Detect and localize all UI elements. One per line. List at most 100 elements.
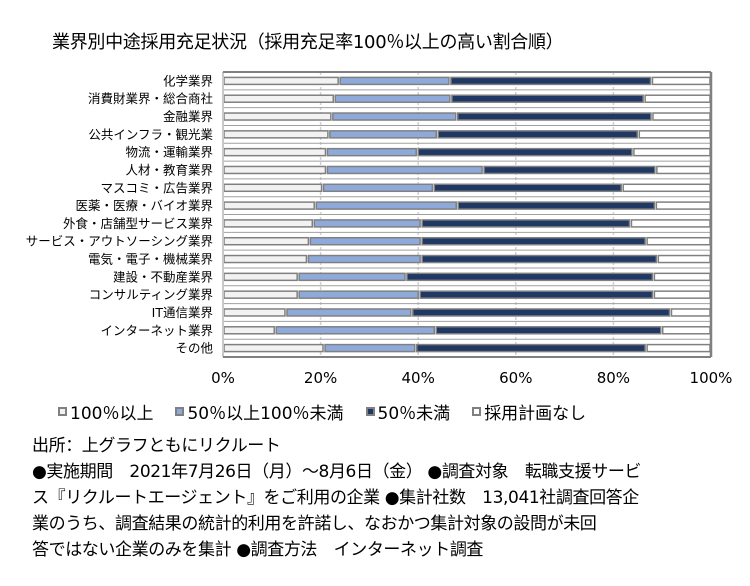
bar-segment-no-plan <box>652 112 711 121</box>
bar-segment-no-plan <box>644 94 711 103</box>
legend-item: 50％未満 <box>365 399 451 424</box>
bar-segment-under-50 <box>406 272 654 282</box>
bar-segment-50-100 <box>275 326 436 335</box>
x-tick-label: 20% <box>304 369 337 387</box>
bar-segment-50-100 <box>309 236 421 246</box>
bar-segment-100-plus <box>223 112 332 121</box>
bar-segment-100-plus <box>223 290 298 299</box>
source-notes: 出所：上グラフともにリクルート ●実施期間 2021年7月26日（月）～8月6日… <box>32 433 641 563</box>
bar-segment-under-50 <box>450 76 652 86</box>
legend-swatch-no-plan <box>472 407 482 416</box>
legend-label: 50％以上100％未満 <box>187 404 344 424</box>
bar-segment-50-100 <box>339 76 450 86</box>
x-tick-label: 60% <box>499 369 532 387</box>
category-label: IT通信業界 <box>152 305 214 320</box>
bar-segment-100-plus <box>223 343 324 353</box>
legend-item: 50％以上100％未満 <box>175 399 344 424</box>
bar-segment-50-100 <box>315 201 457 210</box>
note-line: ●実施期間 2021年7月26日（月）～8月6日（金） ●調査対象 転職支援サー… <box>32 462 642 482</box>
bar-segment-no-plan <box>656 165 711 175</box>
category-label: 建設・不動産業界 <box>113 269 214 284</box>
bar-segment-no-plan <box>638 130 711 139</box>
category-label: 外食・店舗型サービス業界 <box>63 216 214 231</box>
bar-segment-100-plus <box>223 147 327 157</box>
legend-label: 100％以上 <box>70 404 154 424</box>
bar-segment-100-plus <box>223 130 329 139</box>
category-label: インターネット業界 <box>100 323 213 338</box>
category-label: 電気・電子・機械業界 <box>88 252 214 267</box>
x-tick-label: 0% <box>211 369 235 387</box>
x-tick-label: 80% <box>597 369 630 387</box>
category-label: その他 <box>175 341 213 356</box>
bar-segment-100-plus <box>223 219 314 228</box>
bar-segment-under-50 <box>421 236 646 246</box>
bar-segment-no-plan <box>653 272 711 282</box>
bar-segment-100-plus <box>223 308 286 317</box>
bar-segment-no-plan <box>633 147 711 157</box>
category-label: サービス・アウトソーシング業界 <box>26 234 214 249</box>
bar-segment-50-100 <box>313 219 421 228</box>
bar-segment-no-plan <box>651 76 711 86</box>
category-label: 物流・運輸業界 <box>125 145 213 160</box>
bar-segment-under-50 <box>437 130 639 139</box>
bar-segment-under-50 <box>417 147 633 157</box>
legend-swatch-under-50 <box>365 407 375 416</box>
note-line: 答ではない企業のみを集計 ●調査方法 インターネット調査 <box>32 540 484 560</box>
bar-segment-50-100 <box>324 343 416 353</box>
legend-item: 採用計画なし <box>472 399 586 424</box>
bar-segment-no-plan <box>670 308 711 317</box>
bar-segment-50-100 <box>326 147 417 157</box>
bar-segment-100-plus <box>223 272 298 282</box>
chart-title: 業界別中途採用充足状況（採用充足率100％以上の高い割合順） <box>52 32 564 53</box>
bar-segment-100-plus <box>223 201 315 210</box>
bar-segment-under-50 <box>435 326 662 335</box>
bar-segment-50-100 <box>307 254 421 264</box>
bar-segment-under-50 <box>412 308 671 317</box>
bar-segment-no-plan <box>657 254 711 264</box>
bar-segment-50-100 <box>334 94 451 103</box>
note-line: 業のうち、調査結果の統計的利用を許諾し、なおかつ集計対象の設問が未回 <box>32 514 597 534</box>
bar-segment-no-plan <box>655 201 711 210</box>
x-tick-label: 100% <box>690 369 733 387</box>
bar-segment-100-plus <box>223 76 339 86</box>
bar-segment-100-plus <box>223 183 323 193</box>
bar-segment-100-plus <box>223 254 308 264</box>
category-label: 消費財業界・総合商社 <box>88 91 213 106</box>
category-label: 公共インフラ・観光業 <box>88 127 213 142</box>
legend-item: 100％以上 <box>58 399 153 424</box>
bar-segment-50-100 <box>286 308 412 317</box>
category-label: マスコミ・広告業界 <box>100 180 213 195</box>
category-label: 金融業界 <box>163 109 214 124</box>
bar-segment-no-plan <box>622 183 711 193</box>
legend-swatch-100-plus <box>58 407 67 416</box>
category-label: 医薬・医療・バイオ業界 <box>75 198 213 213</box>
legend-label: 50％未満 <box>377 404 451 424</box>
category-label: 化学業界 <box>163 73 214 88</box>
bar-segment-no-plan <box>646 343 711 353</box>
bar-segment-under-50 <box>416 343 646 353</box>
bar-segment-50-100 <box>298 290 419 299</box>
bar-segment-no-plan <box>661 326 711 335</box>
bar-segment-50-100 <box>332 112 457 121</box>
bar-segment-under-50 <box>457 201 656 210</box>
bar-segment-100-plus <box>223 94 335 103</box>
bar-segment-under-50 <box>451 94 644 103</box>
note-line: ス『リクルートエージェント』をご利用の企業 ●集計社数 13,041社調査回答企 <box>32 488 639 508</box>
bar-segment-50-100 <box>326 165 483 175</box>
category-label: 人材・教育業界 <box>125 162 213 177</box>
bar-segment-no-plan <box>653 290 711 299</box>
bar-segment-50-100 <box>329 130 437 139</box>
legend-swatch-50-100 <box>175 407 185 416</box>
bar-segment-no-plan <box>630 219 711 228</box>
source-line: 出所：上グラフともにリクルート <box>32 436 281 456</box>
legend-label: 採用計画なし <box>484 404 587 424</box>
bar-segment-under-50 <box>419 290 654 299</box>
bar-segment-50-100 <box>298 272 406 282</box>
bar-segment-100-plus <box>223 165 327 175</box>
bar-segment-under-50 <box>483 165 656 175</box>
bar-segment-under-50 <box>457 112 652 121</box>
bar-segment-under-50 <box>433 183 622 193</box>
bar-segment-no-plan <box>646 236 711 246</box>
bar-segment-100-plus <box>223 326 275 335</box>
bar-segment-under-50 <box>421 254 658 264</box>
